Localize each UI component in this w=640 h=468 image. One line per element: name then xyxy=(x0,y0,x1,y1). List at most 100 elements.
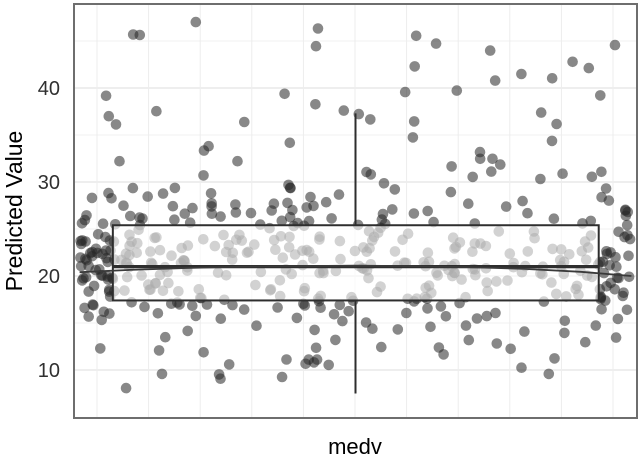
scatter-point xyxy=(310,99,321,110)
scatter-point xyxy=(519,326,530,337)
scatter-point xyxy=(609,39,621,51)
scatter-point xyxy=(182,325,193,337)
scatter-point xyxy=(203,140,214,152)
scatter-point xyxy=(95,343,106,354)
scatter-point xyxy=(401,307,412,319)
scatter-point xyxy=(80,272,92,283)
scatter-point xyxy=(179,208,191,219)
scatter-point xyxy=(227,299,238,311)
scatter-point xyxy=(187,300,198,312)
scatter-point xyxy=(585,215,597,227)
scatter-point xyxy=(272,302,283,313)
scatter-point xyxy=(157,188,169,199)
scatter-point xyxy=(206,208,218,219)
scatter-point xyxy=(86,192,98,204)
scatter-point xyxy=(446,161,457,172)
scatter-point xyxy=(223,359,235,370)
scatter-point xyxy=(435,301,447,312)
scatter-point xyxy=(153,345,165,356)
scatter-point xyxy=(169,214,180,225)
scatter-point xyxy=(338,105,350,116)
scatter-point xyxy=(595,90,606,101)
scatter-point xyxy=(96,269,107,281)
scatter-point xyxy=(114,155,125,167)
scatter-point xyxy=(239,116,250,128)
scatter-point xyxy=(215,211,226,222)
scatter-point xyxy=(621,219,633,231)
scatter-point xyxy=(96,314,107,326)
scatter-point xyxy=(409,61,421,72)
scatter-point xyxy=(205,188,217,199)
scatter-point xyxy=(522,207,533,219)
scatter-point xyxy=(600,183,612,194)
scatter-point xyxy=(605,277,616,289)
scatter-point xyxy=(127,182,139,194)
scatter-point xyxy=(198,347,209,358)
scatter-point xyxy=(559,315,571,327)
scatter-point xyxy=(392,324,404,335)
scatter-point xyxy=(546,135,558,147)
scatter-point xyxy=(546,73,558,84)
scatter-point xyxy=(422,303,433,314)
scatter-point xyxy=(490,307,501,319)
scatter-point xyxy=(376,341,387,353)
scatter-point xyxy=(169,182,181,194)
scatter-point xyxy=(156,368,168,380)
scatter-point xyxy=(559,327,570,339)
scatter-point xyxy=(440,311,452,322)
scatter-point xyxy=(516,68,527,80)
scatter-point xyxy=(603,195,615,206)
scatter-point xyxy=(549,353,560,364)
scatter-point xyxy=(463,334,475,346)
scatter-point xyxy=(88,300,99,311)
scatter-point xyxy=(535,173,546,185)
scatter-point xyxy=(460,320,472,331)
scatter-point xyxy=(97,248,108,260)
scatter-point xyxy=(187,202,198,214)
scatter-point xyxy=(139,301,150,313)
scatter-point xyxy=(596,304,607,315)
scatter-point xyxy=(620,204,631,216)
scatter-point xyxy=(495,159,506,170)
scatter-point xyxy=(387,204,398,215)
scatter-point xyxy=(268,198,280,209)
scatter-point xyxy=(198,170,209,181)
scatter-point xyxy=(334,299,346,311)
scatter-point xyxy=(251,320,262,332)
scatter-point xyxy=(291,312,303,324)
scatter-point xyxy=(238,304,250,315)
scatter-point xyxy=(621,304,633,316)
scatter-point xyxy=(567,56,578,68)
scatter-point xyxy=(328,309,340,320)
scatter-point xyxy=(190,310,202,322)
scatter-point xyxy=(610,251,621,263)
scatter-point xyxy=(408,116,420,127)
trend-line xyxy=(79,264,632,277)
scatter-point xyxy=(551,118,562,130)
scatter-point xyxy=(75,235,86,247)
scatter-point xyxy=(320,196,332,208)
scatter-point xyxy=(612,313,624,325)
scatter-point xyxy=(83,311,94,322)
scatter-point xyxy=(516,362,527,374)
scatter-point xyxy=(103,187,114,199)
scatter-point xyxy=(487,153,498,165)
scatter-point xyxy=(333,189,345,200)
scatter-point xyxy=(232,155,243,167)
scatter-point xyxy=(167,200,179,212)
scatter-point xyxy=(505,343,516,355)
scatter-point xyxy=(75,260,87,272)
scatter-point xyxy=(586,171,598,183)
scatter-point xyxy=(103,110,115,122)
scatter-point xyxy=(486,166,497,177)
scatter-point xyxy=(623,271,635,283)
scatter-point xyxy=(548,213,560,224)
scatter-point xyxy=(410,30,422,42)
scatter-point xyxy=(500,201,512,212)
scatter-point xyxy=(110,119,122,130)
scatter-point xyxy=(120,382,132,394)
scatter-point xyxy=(618,287,629,299)
scatter-point xyxy=(98,306,110,318)
scatter-point xyxy=(152,308,164,319)
